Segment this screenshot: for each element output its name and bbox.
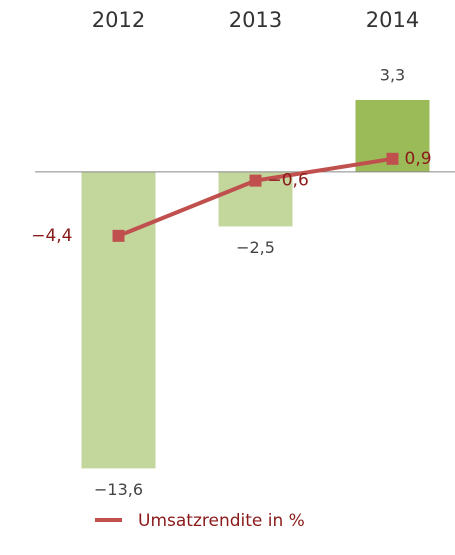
line-value-label: −0,6 — [268, 171, 309, 191]
x-tick-label: 2013 — [229, 8, 282, 32]
line-marker — [249, 174, 262, 187]
bar — [81, 171, 156, 469]
x-tick-label: 2012 — [92, 8, 145, 32]
line-marker — [112, 229, 125, 242]
line-value-label: 0,9 — [405, 149, 432, 169]
bar-value-label: −2,5 — [236, 238, 275, 257]
bar-value-label: 3,3 — [380, 65, 405, 84]
x-tick-label: 2014 — [366, 8, 419, 32]
legend-label: Umsatzrendite in % — [138, 511, 305, 531]
line-marker — [386, 152, 399, 165]
bar-value-label: −13,6 — [94, 480, 143, 499]
line-value-label: −4,4 — [31, 226, 72, 246]
